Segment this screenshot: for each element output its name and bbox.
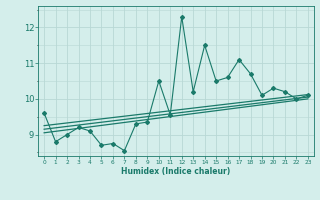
X-axis label: Humidex (Indice chaleur): Humidex (Indice chaleur) [121, 167, 231, 176]
